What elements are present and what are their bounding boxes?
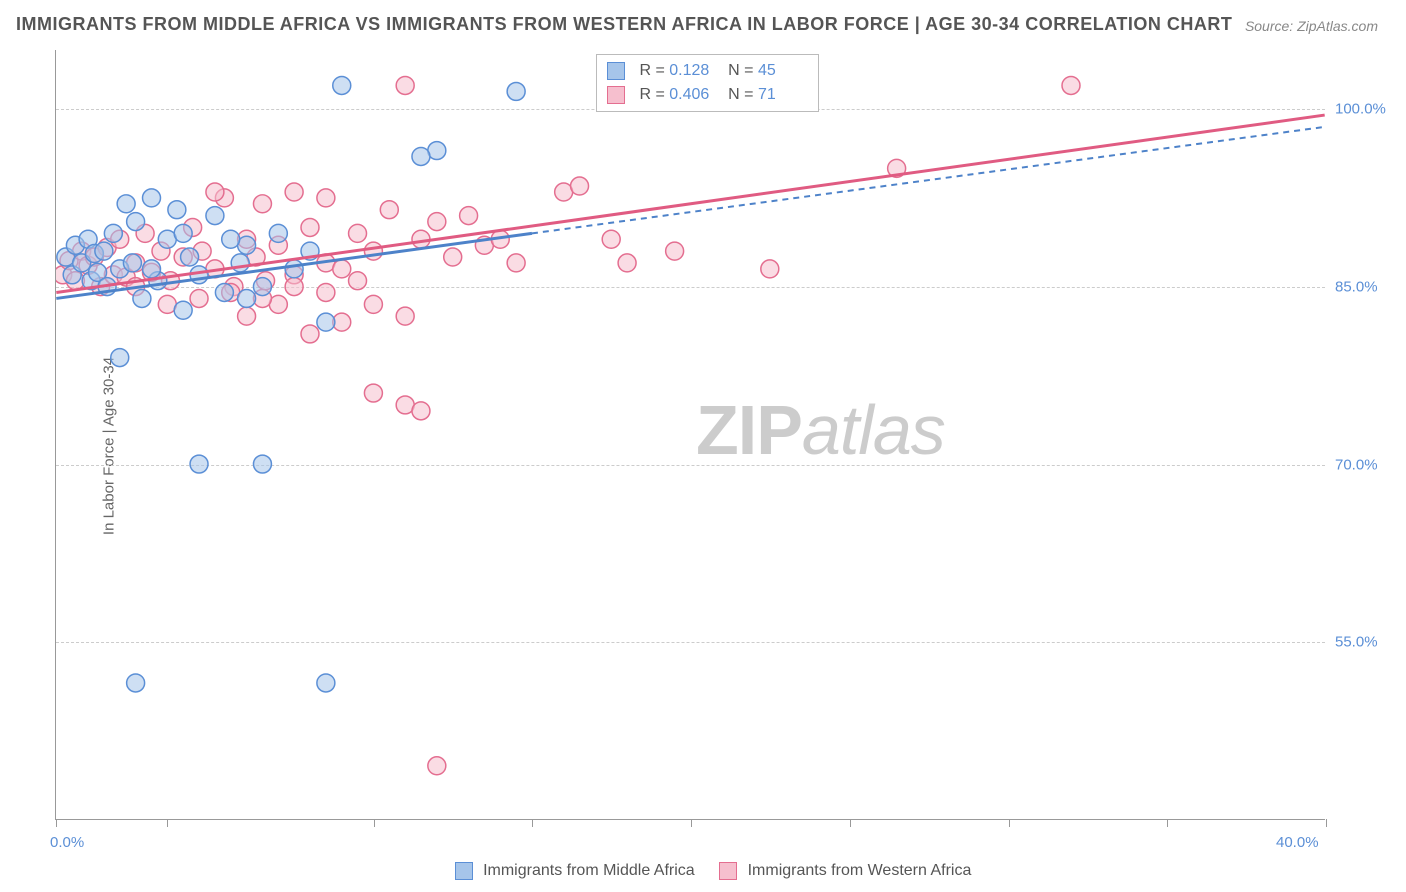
scatter-point (95, 242, 113, 260)
scatter-point (123, 254, 141, 272)
legend-label-1: Immigrants from Middle Africa (483, 862, 695, 879)
x-tick (532, 819, 533, 827)
scatter-point (301, 325, 319, 343)
scatter-point (333, 76, 351, 94)
scatter-point (412, 402, 430, 420)
scatter-point (253, 195, 271, 213)
y-tick-label: 55.0% (1335, 634, 1395, 651)
legend-label-2: Immigrants from Western Africa (748, 862, 972, 879)
scatter-point (602, 230, 620, 248)
scatter-point (507, 254, 525, 272)
regression-line-pink (56, 115, 1324, 292)
scatter-point (181, 248, 199, 266)
r-label-1: R = (639, 62, 664, 79)
scatter-point (127, 674, 145, 692)
scatter-point (317, 674, 335, 692)
stat-swatch-blue (607, 62, 625, 80)
chart-svg (56, 50, 1325, 819)
n-label-1: N = (728, 62, 753, 79)
scatter-point (111, 349, 129, 367)
scatter-point (143, 189, 161, 207)
scatter-point (285, 278, 303, 296)
r-value-1: 0.128 (669, 59, 719, 83)
scatter-point (396, 307, 414, 325)
legend-swatch-pink (719, 862, 737, 880)
scatter-point (666, 242, 684, 260)
scatter-point (317, 189, 335, 207)
scatter-point (364, 384, 382, 402)
scatter-point (301, 218, 319, 236)
scatter-point (143, 260, 161, 278)
stat-row-2: R = 0.406 N = 71 (607, 83, 808, 107)
stats-legend-box: R = 0.128 N = 45 R = 0.406 N = 71 (596, 54, 819, 112)
scatter-point (231, 254, 249, 272)
r-label-2: R = (639, 86, 664, 103)
chart-title: IMMIGRANTS FROM MIDDLE AFRICA VS IMMIGRA… (16, 14, 1232, 35)
scatter-point (190, 455, 208, 473)
scatter-point (174, 301, 192, 319)
x-tick (1009, 819, 1010, 827)
x-tick (167, 819, 168, 827)
stat-row-1: R = 0.128 N = 45 (607, 59, 808, 83)
scatter-point (222, 230, 240, 248)
scatter-point (380, 201, 398, 219)
scatter-point (174, 224, 192, 242)
scatter-point (1062, 76, 1080, 94)
scatter-point (317, 313, 335, 331)
x-tick-label: 0.0% (50, 834, 84, 851)
regression-line-blue-ext (532, 127, 1325, 233)
scatter-point (206, 207, 224, 225)
scatter-point (412, 147, 430, 165)
y-tick-label: 100.0% (1335, 101, 1395, 118)
scatter-point (364, 295, 382, 313)
x-tick (1167, 819, 1168, 827)
scatter-point (428, 213, 446, 231)
scatter-point (428, 757, 446, 775)
scatter-point (253, 278, 271, 296)
n-value-2: 71 (758, 83, 808, 107)
scatter-point (269, 224, 287, 242)
scatter-point (168, 201, 186, 219)
scatter-point (190, 289, 208, 307)
y-tick-label: 70.0% (1335, 456, 1395, 473)
source-label: Source: ZipAtlas.com (1245, 18, 1378, 34)
scatter-point (133, 289, 151, 307)
plot-area: ZIPatlas 55.0%70.0%85.0%100.0%0.0%40.0% (55, 50, 1325, 820)
scatter-point (571, 177, 589, 195)
x-tick (1326, 819, 1327, 827)
scatter-point (317, 283, 335, 301)
scatter-point (761, 260, 779, 278)
n-value-1: 45 (758, 59, 808, 83)
scatter-point (285, 183, 303, 201)
scatter-point (333, 260, 351, 278)
x-tick-label: 40.0% (1276, 834, 1319, 851)
scatter-point (444, 248, 462, 266)
scatter-point (127, 213, 145, 231)
x-tick (691, 819, 692, 827)
scatter-point (238, 289, 256, 307)
legend-swatch-blue (455, 862, 473, 880)
scatter-point (349, 272, 367, 290)
legend-bottom: Immigrants from Middle Africa Immigrants… (0, 862, 1406, 880)
x-tick (56, 819, 57, 827)
scatter-point (238, 307, 256, 325)
scatter-point (396, 76, 414, 94)
x-tick (850, 819, 851, 827)
scatter-point (117, 195, 135, 213)
scatter-point (104, 224, 122, 242)
y-tick-label: 85.0% (1335, 278, 1395, 295)
n-label-2: N = (728, 86, 753, 103)
scatter-point (618, 254, 636, 272)
scatter-point (206, 183, 224, 201)
scatter-point (349, 224, 367, 242)
scatter-point (507, 82, 525, 100)
x-tick (374, 819, 375, 827)
r-value-2: 0.406 (669, 83, 719, 107)
scatter-point (285, 260, 303, 278)
stat-swatch-pink (607, 86, 625, 104)
scatter-point (460, 207, 478, 225)
scatter-point (215, 283, 233, 301)
scatter-point (253, 455, 271, 473)
